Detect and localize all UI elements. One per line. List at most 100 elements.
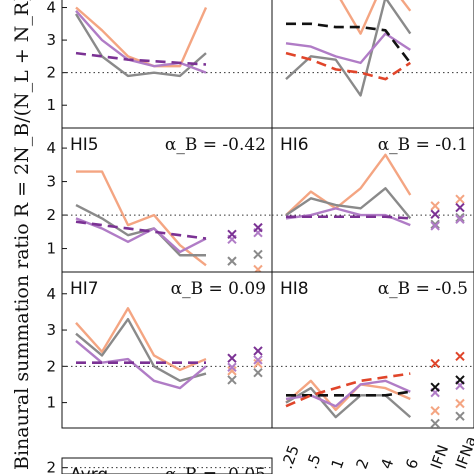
ifn-marker	[455, 375, 465, 385]
series-group	[75, 170, 263, 272]
ifn-marker	[455, 398, 465, 409]
x-tick-labels: .25.5 1 2 4 6 IFN IFNa	[278, 434, 474, 472]
series-line-purple	[75, 9, 207, 74]
ifn-marker	[253, 358, 263, 369]
series-group	[285, 351, 465, 428]
series-group	[75, 307, 263, 390]
alpha-label: α_B = 0.09	[171, 279, 266, 299]
ifn-marker	[455, 214, 465, 224]
ifn-marker	[430, 406, 440, 416]
series-line-salmon	[75, 6, 208, 68]
ifn-marker	[430, 219, 440, 229]
y-axis-label: Binaural summation ratio R = 2N_B/(N_L +…	[11, 0, 33, 470]
series-line-black	[286, 22, 412, 64]
ifn-marker	[430, 418, 440, 428]
y-tick-label: 3	[46, 321, 56, 339]
x-tick-label: 4	[377, 456, 397, 471]
series-line-gray	[75, 317, 207, 383]
ifn-marker	[430, 201, 440, 211]
panel-title: HI7	[70, 279, 99, 299]
panel-title: Avrg.	[70, 465, 114, 474]
y-tick-label: 4	[46, 0, 56, 17]
series-line-purple	[75, 340, 207, 390]
ifn-marker	[253, 367, 263, 378]
x-tick-label: IFN	[427, 442, 452, 471]
panel-partial-0	[61, 0, 273, 129]
panel-hi5	[61, 127, 273, 273]
ifn-marker	[253, 346, 263, 356]
series-line-black	[286, 390, 411, 397]
y-tick-label: 3	[46, 173, 56, 191]
series-line-salmon	[285, 153, 412, 216]
y-tick-label: 1	[46, 96, 56, 114]
series-line-salmon	[339, 0, 412, 35]
panel-avrg	[61, 457, 273, 474]
alpha-label: α_B = -0.5	[378, 279, 468, 299]
y-tick-label: 2	[46, 459, 56, 474]
ifn-marker	[430, 209, 440, 219]
ifn-marker	[455, 202, 465, 213]
y-tick-label: 2	[46, 64, 56, 82]
series-line-red_orange	[285, 51, 411, 81]
ifn-marker	[227, 366, 237, 376]
ifn-marker	[227, 256, 237, 266]
x-tick-label: 2	[352, 456, 372, 471]
ifn-marker	[430, 358, 440, 369]
ifn-marker	[455, 351, 465, 362]
alpha-label: α_B = -0.42	[165, 135, 266, 155]
series-line-salmon	[285, 379, 411, 412]
panel-frame	[271, 271, 474, 429]
series-line-salmon	[76, 170, 207, 267]
series-line-gray	[74, 13, 207, 78]
y-tick-label: 3	[46, 31, 56, 49]
ifn-marker	[253, 264, 263, 272]
x-tick-label: 6	[402, 456, 422, 471]
ifn-marker	[430, 221, 440, 231]
ifn-marker	[227, 362, 237, 372]
panel-frame	[61, 457, 273, 474]
panel-partial-1	[271, 0, 474, 129]
series-line-purple	[75, 217, 207, 254]
series-line-gray	[285, 386, 412, 419]
alpha-label: α_B = -0.05	[165, 465, 266, 474]
ifn-marker	[227, 353, 237, 363]
panel-hi8	[271, 271, 474, 429]
series-group	[285, 153, 465, 231]
series-line-red_orange	[285, 372, 411, 408]
y-tick-label: 2	[46, 206, 56, 224]
series-line-gray	[75, 203, 206, 257]
series-line-purple	[285, 32, 411, 65]
panel-title: HI8	[280, 279, 309, 299]
y-tick-label: 1	[46, 240, 56, 258]
panel-title: HI5	[70, 135, 99, 155]
alpha-label: α_B = -0.1	[378, 135, 468, 155]
ifn-marker	[253, 222, 263, 233]
ifn-marker	[253, 249, 263, 260]
ifn-marker	[455, 212, 465, 223]
series-line-dark_purple	[75, 51, 207, 66]
series-line-salmon	[75, 307, 207, 372]
x-tick-label: .25	[278, 443, 303, 472]
panel-hi6	[271, 127, 474, 273]
y-tick-label: 2	[46, 357, 56, 375]
y-tick-label: 1	[46, 394, 56, 412]
series-line-gray	[285, 187, 412, 220]
series-line-dark_purple	[286, 215, 411, 220]
x-tick-label: 1	[328, 456, 348, 471]
ifn-marker	[455, 194, 465, 204]
x-tick-label: IFNa	[452, 434, 474, 472]
ifn-marker	[227, 375, 237, 385]
series-line-dark_purple	[75, 220, 207, 240]
series-group	[285, 0, 412, 97]
panel-title: HI6	[280, 135, 309, 155]
panel-hi7	[61, 271, 273, 429]
ifn-marker	[253, 355, 263, 365]
ifn-marker	[455, 411, 465, 421]
series-line-gray	[285, 0, 412, 97]
x-tick-label: .5	[303, 452, 325, 472]
y-tick-label: 4	[46, 139, 56, 157]
series-group	[74, 6, 208, 78]
y-tick-label: 4	[46, 285, 56, 303]
